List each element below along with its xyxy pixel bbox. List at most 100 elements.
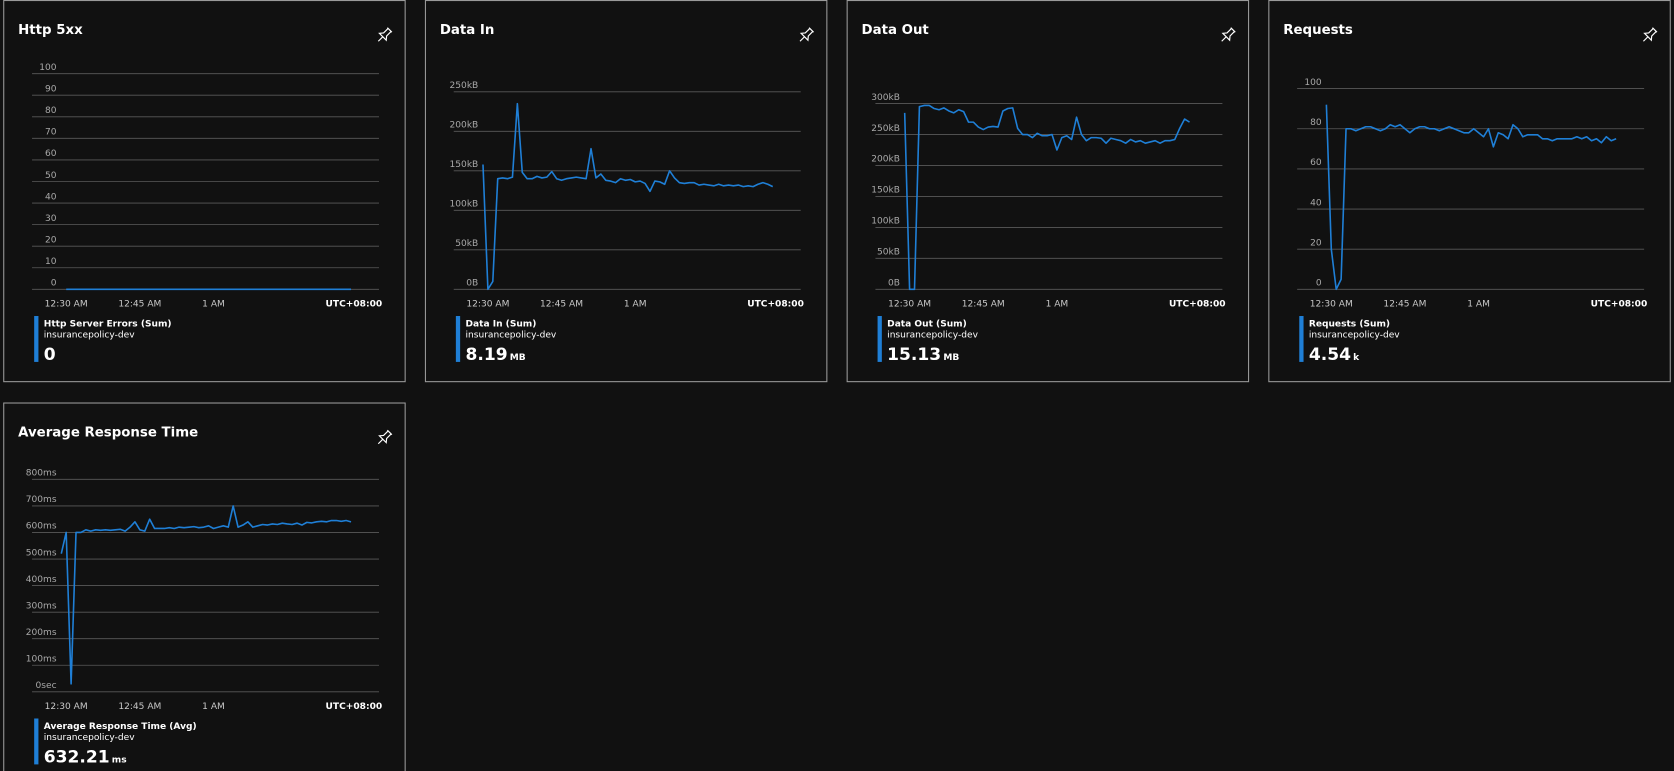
y-tick-label: 300kB [871, 93, 900, 103]
pin-icon [377, 429, 393, 445]
panel: Http 5xx 0 10 20 30 40 50 60 70 80 90 100 12:30 AM 12… [3, 0, 406, 383]
timezone-label: UTC+08:00 [326, 299, 383, 309]
y-tick-label: 800ms [26, 469, 57, 479]
y-tick-label: 10 [45, 257, 57, 267]
y-tick-label: 150kB [871, 186, 900, 196]
panel-border [3, 0, 406, 383]
y-tick-label: 0 [1316, 279, 1322, 289]
pin-button[interactable] [375, 429, 393, 447]
panel: Requests 0 20 40 60 80 100 12:30 AM 12:45 AM 1 AM… [1268, 0, 1671, 383]
x-tick-label: 12:30 AM [466, 299, 509, 309]
x-tick-label: 12:45 AM [1383, 299, 1426, 309]
legend-resource: insurancepolicy-dev [887, 330, 978, 340]
x-tick-label: 12:30 AM [888, 299, 931, 309]
y-tick-label: 80 [1310, 118, 1322, 128]
legend-total: 4.54 [1309, 345, 1351, 365]
legend-swatch [34, 718, 39, 765]
pin-button[interactable] [375, 27, 393, 45]
legend-swatch [877, 316, 882, 362]
pin-button[interactable] [1218, 27, 1236, 45]
y-tick-label: 20 [45, 235, 57, 245]
series-line [482, 102, 774, 291]
panel-border [1268, 0, 1671, 383]
legend-total: 15.13 [887, 345, 941, 365]
legend-name: Http Server Errors (Sum) [44, 320, 172, 330]
y-tick-label: 100kB [450, 200, 479, 210]
panel-border [846, 0, 1250, 383]
legend-unit: MB [510, 353, 526, 363]
legend-name: Data Out (Sum) [887, 320, 967, 330]
legend-name: Average Response Time (Avg) [44, 722, 197, 732]
y-tick-label: 300ms [26, 601, 57, 611]
y-tick-label: 100 [39, 63, 57, 73]
x-tick-label: 12:45 AM [540, 299, 583, 309]
legend-name: Requests (Sum) [1309, 320, 1390, 330]
x-tick-label: 12:30 AM [45, 702, 88, 712]
pin-icon [799, 27, 815, 42]
pin-button[interactable] [797, 27, 815, 45]
y-tick-label: 90 [45, 84, 57, 94]
legend-resource: insurancepolicy-dev [44, 733, 135, 743]
timezone-label: UTC+08:00 [1169, 299, 1226, 309]
x-tick-label: 1 AM [202, 299, 225, 309]
y-tick-label: 0 [51, 279, 57, 289]
y-tick-label: 30 [45, 214, 57, 224]
series-line [60, 505, 352, 685]
x-tick-label: 1 AM [624, 299, 647, 309]
legend-name: Data In (Sum) [465, 320, 536, 330]
y-tick-label: 70 [45, 128, 57, 138]
x-tick-label: 12:30 AM [1310, 299, 1353, 309]
panel-border [3, 402, 406, 771]
pin-icon [377, 27, 393, 42]
y-tick-label: 400ms [26, 575, 57, 585]
panel-title: Data In [440, 23, 495, 38]
y-tick-label: 40 [45, 192, 57, 202]
panel-title: Http 5xx [18, 23, 83, 38]
y-tick-label: 50kB [877, 248, 900, 258]
y-tick-label: 50kB [455, 239, 478, 249]
legend-swatch [455, 316, 461, 362]
timezone-label: UTC+08:00 [1591, 299, 1648, 309]
y-tick-label: 0B [466, 279, 478, 289]
panel: Average Response Time 0sec 100ms 200ms 300ms… [3, 402, 406, 771]
y-tick-label: 700ms [26, 495, 57, 505]
pin-button[interactable] [1640, 27, 1658, 45]
legend-resource: insurancepolicy-dev [1309, 330, 1400, 340]
y-tick-label: 60 [1310, 158, 1322, 168]
timezone-label: UTC+08:00 [747, 299, 804, 309]
y-tick-label: 80 [45, 106, 57, 116]
series-line [1325, 104, 1617, 291]
legend-unit: ms [112, 755, 127, 765]
pin-icon [1642, 27, 1658, 42]
y-tick-label: 100 [1304, 78, 1322, 88]
x-tick-label: 12:30 AM [45, 299, 88, 309]
y-tick-label: 200ms [26, 628, 57, 638]
legend-total: 8.19 [465, 345, 507, 365]
legend-swatch [1299, 316, 1304, 362]
x-tick-label: 12:45 AM [118, 702, 161, 712]
y-tick-label: 600ms [26, 522, 57, 532]
legend-total: 0 [44, 345, 56, 365]
x-tick-label: 12:45 AM [118, 299, 161, 309]
x-tick-label: 1 AM [1046, 299, 1069, 309]
pin-icon [1221, 27, 1236, 42]
y-tick-label: 20 [1310, 238, 1322, 248]
y-tick-label: 0sec [36, 681, 57, 691]
y-tick-label: 0B [888, 279, 900, 289]
panel-border [424, 0, 828, 383]
y-tick-label: 100ms [26, 655, 57, 665]
y-tick-label: 40 [1310, 198, 1322, 208]
y-tick-label: 60 [45, 149, 57, 159]
x-tick-label: 1 AM [1467, 299, 1490, 309]
y-tick-label: 250kB [450, 81, 479, 91]
timezone-label: UTC+08:00 [326, 702, 383, 712]
x-tick-label: 1 AM [202, 702, 225, 712]
panel-title: Average Response Time [18, 426, 198, 441]
legend-unit: MB [943, 353, 959, 363]
legend-swatch [34, 316, 39, 362]
y-tick-label: 50 [45, 171, 57, 181]
y-tick-label: 200kB [450, 121, 479, 131]
y-tick-label: 500ms [26, 548, 57, 558]
